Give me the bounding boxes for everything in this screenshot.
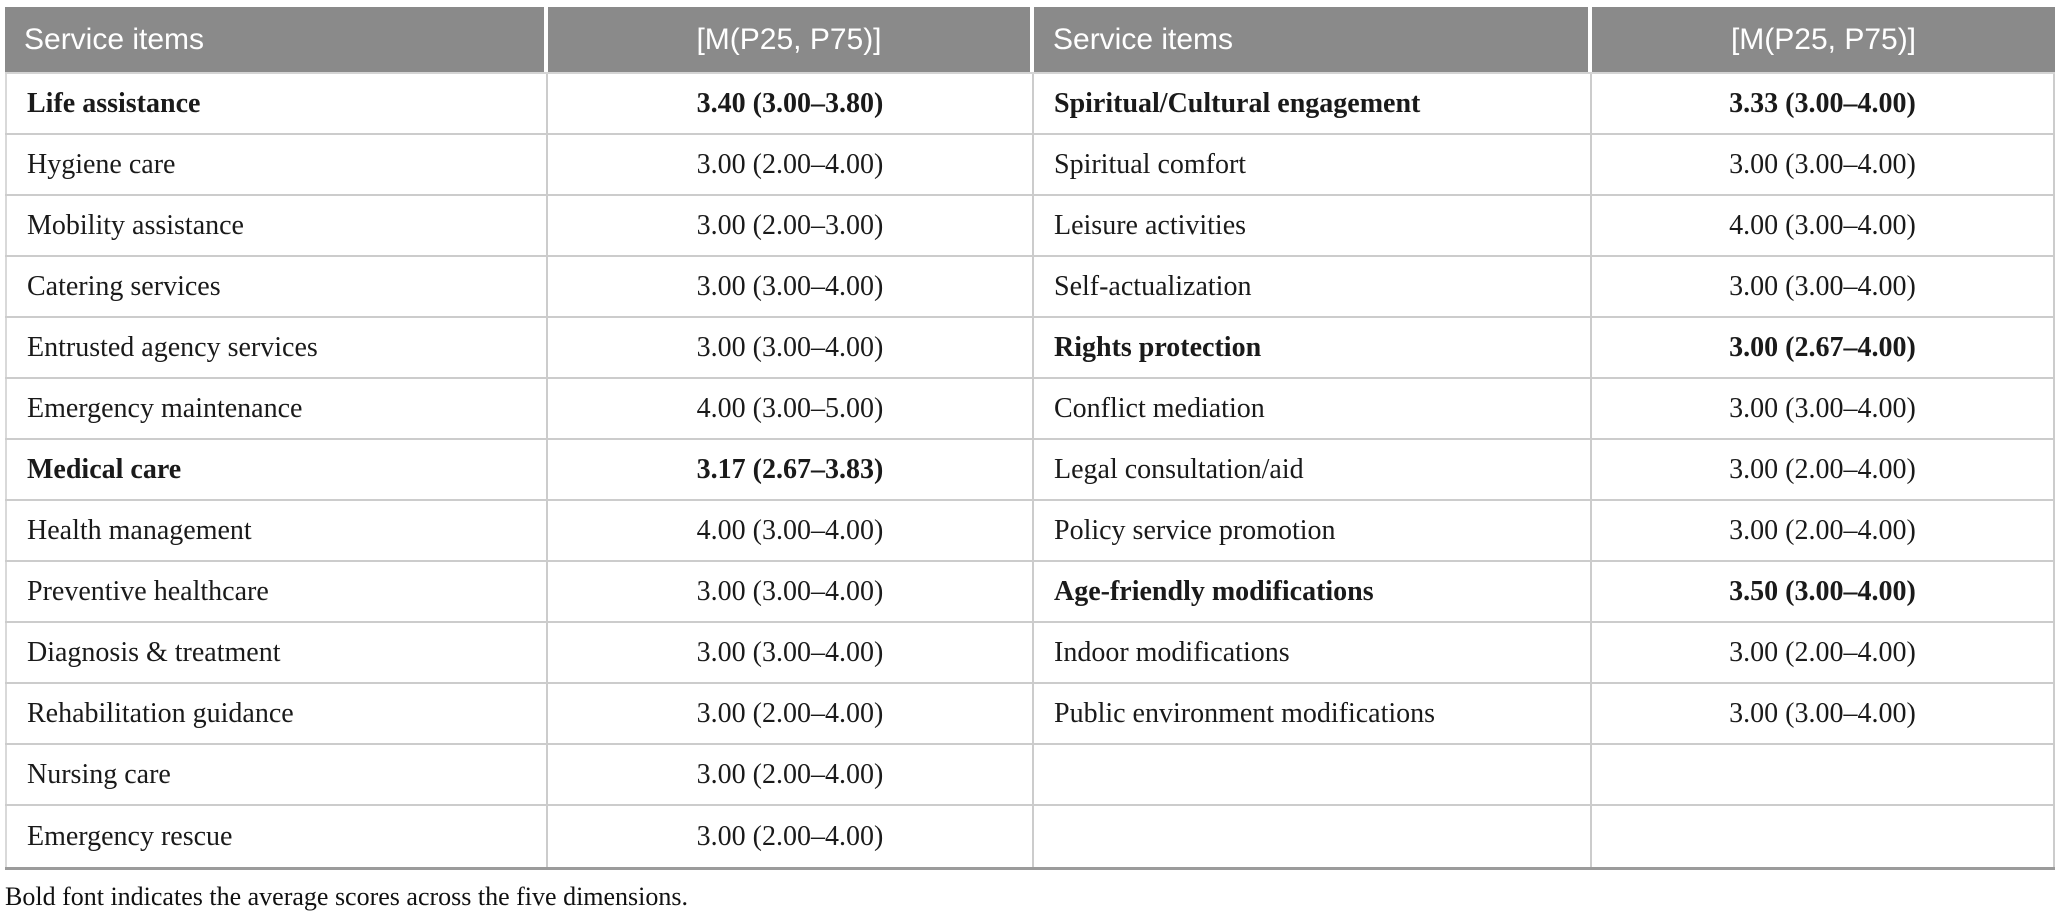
score-value-cell — [1592, 745, 2055, 804]
service-item-cell: Hygiene care — [5, 135, 548, 194]
table-row: Rehabilitation guidance 3.00 (2.00–4.00) P… — [5, 684, 2055, 745]
service-item-cell — [1034, 806, 1592, 867]
score-value-cell: 3.00 (3.00–4.00) — [548, 562, 1034, 621]
service-item-cell: Medical care — [5, 440, 548, 499]
score-value-cell: 4.00 (3.00–5.00) — [548, 379, 1034, 438]
service-item-cell: Rehabilitation guidance — [5, 684, 548, 743]
table-body: Life assistance 3.40 (3.00–3.80) Spiritual… — [5, 72, 2055, 870]
table-row: Catering services 3.00 (3.00–4.00) Self-ac… — [5, 257, 2055, 318]
score-value-cell: 3.00 (2.00–4.00) — [548, 135, 1034, 194]
table-row: Health management 4.00 (3.00–4.00) Policy … — [5, 501, 2055, 562]
score-value-cell: 3.00 (2.67–4.00) — [1592, 318, 2055, 377]
data-table: Service items [M(P25, P75)] Service item… — [5, 7, 2055, 870]
service-item-cell: Emergency rescue — [5, 806, 548, 867]
column-header-service-items-left: Service items — [5, 7, 548, 72]
score-value-cell: 3.00 (2.00–4.00) — [548, 806, 1034, 867]
table-row: Emergency maintenance 4.00 (3.00–5.00) Con… — [5, 379, 2055, 440]
table-row: Diagnosis & treatment 3.00 (3.00–4.00) Ind… — [5, 623, 2055, 684]
service-item-cell — [1034, 745, 1592, 804]
score-value-cell: 3.00 (2.00–4.00) — [1592, 501, 2055, 560]
service-item-cell: Preventive healthcare — [5, 562, 548, 621]
service-item-cell: Leisure activities — [1034, 196, 1592, 255]
table-row: Emergency rescue 3.00 (2.00–4.00) — [5, 806, 2055, 867]
column-header-median-left: [M(P25, P75)] — [548, 7, 1034, 72]
service-item-cell: Self-actualization — [1034, 257, 1592, 316]
table-row: Nursing care 3.00 (2.00–4.00) — [5, 745, 2055, 806]
score-value-cell — [1592, 806, 2055, 867]
score-value-cell: 3.17 (2.67–3.83) — [548, 440, 1034, 499]
service-item-cell: Diagnosis & treatment — [5, 623, 548, 682]
score-value-cell: 3.00 (3.00–4.00) — [1592, 684, 2055, 743]
score-value-cell: 3.40 (3.00–3.80) — [548, 74, 1034, 133]
service-item-cell: Catering services — [5, 257, 548, 316]
table-row: Mobility assistance 3.00 (2.00–3.00) Leisu… — [5, 196, 2055, 257]
service-item-cell: Conflict mediation — [1034, 379, 1592, 438]
service-item-cell: Rights protection — [1034, 318, 1592, 377]
column-header-median-right: [M(P25, P75)] — [1592, 7, 2055, 72]
score-value-cell: 3.50 (3.00–4.00) — [1592, 562, 2055, 621]
table-footnote: Bold font indicates the average scores a… — [5, 882, 689, 911]
service-item-cell: Age-friendly modifications — [1034, 562, 1592, 621]
table-row: Preventive healthcare 3.00 (3.00–4.00) Age… — [5, 562, 2055, 623]
score-value-cell: 3.00 (3.00–4.00) — [548, 257, 1034, 316]
service-item-cell: Public environment modifications — [1034, 684, 1592, 743]
table-header-row: Service items [M(P25, P75)] Service item… — [5, 7, 2055, 72]
score-value-cell: 4.00 (3.00–4.00) — [548, 501, 1034, 560]
service-item-cell: Health management — [5, 501, 548, 560]
table-row: Medical care 3.17 (2.67–3.83) Legal consul… — [5, 440, 2055, 501]
score-value-cell: 3.00 (3.00–4.00) — [548, 623, 1034, 682]
service-item-cell: Entrusted agency services — [5, 318, 548, 377]
service-item-cell: Legal consultation/aid — [1034, 440, 1592, 499]
table-row: Entrusted agency services 3.00 (3.00–4.00… — [5, 318, 2055, 379]
service-item-cell: Mobility assistance — [5, 196, 548, 255]
table-row: Life assistance 3.40 (3.00–3.80) Spiritual… — [5, 74, 2055, 135]
service-item-cell: Policy service promotion — [1034, 501, 1592, 560]
service-item-cell: Spiritual/Cultural engagement — [1034, 74, 1592, 133]
score-value-cell: 3.00 (3.00–4.00) — [548, 318, 1034, 377]
service-item-cell: Indoor modifications — [1034, 623, 1592, 682]
score-value-cell: 3.00 (2.00–4.00) — [1592, 623, 2055, 682]
table-row: Hygiene care 3.00 (2.00–4.00) Spiritual co… — [5, 135, 2055, 196]
service-item-cell: Nursing care — [5, 745, 548, 804]
score-value-cell: 3.00 (3.00–4.00) — [1592, 257, 2055, 316]
service-item-cell: Spiritual comfort — [1034, 135, 1592, 194]
score-value-cell: 3.00 (3.00–4.00) — [1592, 379, 2055, 438]
service-item-cell: Emergency maintenance — [5, 379, 548, 438]
score-value-cell: 3.00 (3.00–4.00) — [1592, 135, 2055, 194]
service-item-cell: Life assistance — [5, 74, 548, 133]
score-value-cell: 3.00 (2.00–3.00) — [548, 196, 1034, 255]
score-value-cell: 3.00 (2.00–4.00) — [548, 745, 1034, 804]
score-value-cell: 3.33 (3.00–4.00) — [1592, 74, 2055, 133]
score-value-cell: 4.00 (3.00–4.00) — [1592, 196, 2055, 255]
score-value-cell: 3.00 (2.00–4.00) — [548, 684, 1034, 743]
column-header-service-items-right: Service items — [1034, 7, 1592, 72]
score-value-cell: 3.00 (2.00–4.00) — [1592, 440, 2055, 499]
